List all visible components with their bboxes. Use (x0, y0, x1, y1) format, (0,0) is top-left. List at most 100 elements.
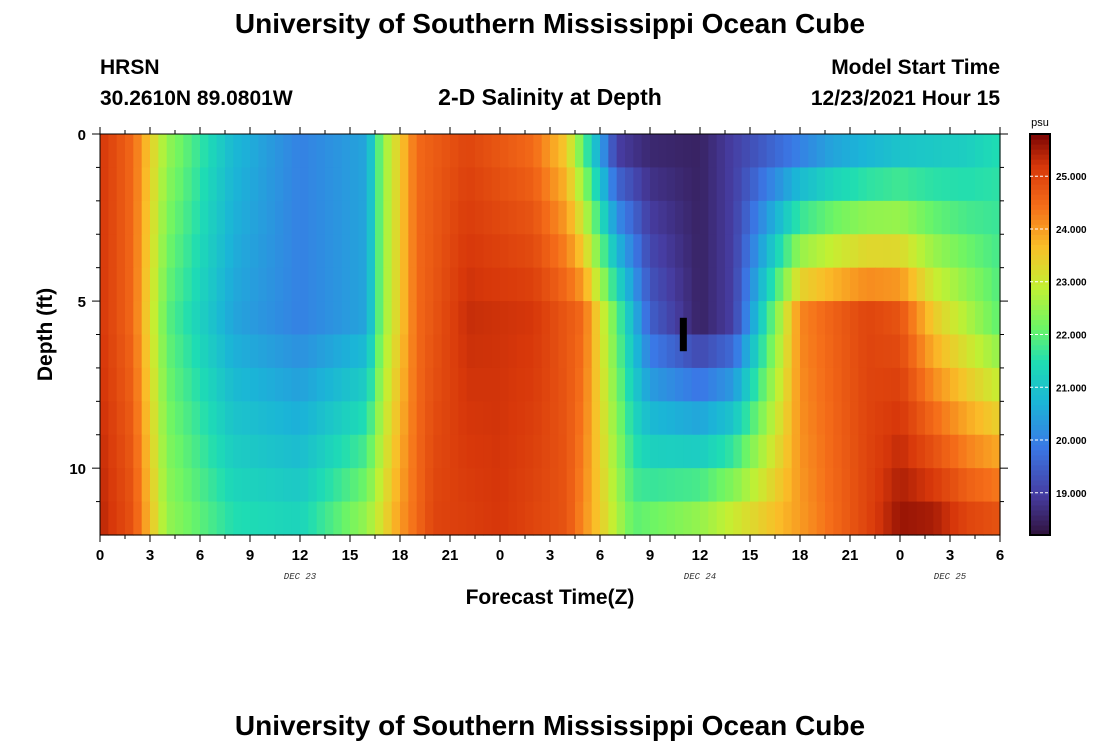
heatmap-cell (125, 134, 134, 169)
heatmap-cell (566, 301, 576, 336)
heatmap-cell (258, 334, 268, 369)
heatmap-cell (141, 167, 151, 202)
heatmap-cell (183, 167, 193, 202)
heatmap-cell (500, 401, 509, 436)
heatmap-cell (475, 334, 484, 369)
heatmap-cell (225, 468, 234, 503)
heatmap-cell (925, 134, 934, 169)
heatmap-cell (466, 234, 476, 269)
heatmap-cell (366, 334, 376, 369)
heatmap-cell (583, 267, 593, 302)
heatmap-cell (325, 234, 334, 269)
heatmap-cell (416, 501, 426, 536)
heatmap-cell (566, 200, 576, 235)
heatmap-cell (183, 301, 193, 336)
heatmap-cell (908, 134, 918, 169)
heatmap-cell (775, 267, 784, 302)
heatmap-cell (725, 167, 734, 202)
heatmap-cell (841, 334, 851, 369)
heatmap-cell (516, 367, 526, 402)
heatmap-cell (466, 301, 476, 336)
heatmap-cell (175, 200, 184, 235)
heatmap-cell (483, 267, 493, 302)
heatmap-cell (908, 434, 918, 469)
heatmap-cell (266, 367, 276, 402)
heatmap-cell (283, 468, 293, 503)
heatmap-cell (750, 468, 759, 503)
colorbar-segment (1030, 379, 1050, 386)
heatmap-cell (333, 367, 343, 402)
heatmap-cell (633, 301, 643, 336)
heatmap-cell (825, 267, 834, 302)
heatmap-cell (900, 134, 909, 169)
heatmap-cell (125, 434, 134, 469)
heatmap-cell (891, 434, 901, 469)
heatmap-cell (158, 334, 168, 369)
heatmap-cell (991, 200, 1001, 235)
heatmap-cell (533, 234, 543, 269)
heatmap-cell (191, 334, 201, 369)
heatmap-cell (658, 267, 668, 302)
heatmap-cell (958, 267, 968, 302)
heatmap-cell (583, 401, 593, 436)
heatmap-cell (175, 267, 184, 302)
heatmap-cell (150, 367, 159, 402)
heatmap-cell (891, 401, 901, 436)
colorbar-segment (1030, 369, 1050, 376)
heatmap-cell (100, 468, 109, 503)
heatmap-cell (466, 468, 476, 503)
heatmap-cell (216, 401, 226, 436)
heatmap-cell (733, 267, 743, 302)
heatmap-cell (833, 334, 843, 369)
heatmap-cell (991, 501, 1001, 536)
heatmap-cell (783, 367, 793, 402)
heatmap-cell (850, 468, 859, 503)
heatmap-cell (391, 134, 401, 169)
heatmap-cell (733, 334, 743, 369)
heatmap-cell (525, 234, 534, 269)
heatmap-cell (275, 334, 284, 369)
heatmap-cell (466, 134, 476, 169)
heatmap-cell (100, 267, 109, 302)
heatmap-cell (650, 401, 659, 436)
heatmap-cell (808, 334, 818, 369)
heatmap-cell (558, 134, 568, 169)
heatmap-cell (241, 234, 251, 269)
heatmap-cell (875, 301, 884, 336)
heatmap-cell (725, 434, 734, 469)
heatmap-cell (608, 134, 618, 169)
colorbar-segment (1030, 514, 1050, 521)
heatmap-cell (825, 334, 834, 369)
heatmap-cell (775, 434, 784, 469)
heatmap-cell (983, 401, 993, 436)
heatmap-cell (900, 167, 909, 202)
heatmap-cell (150, 301, 159, 336)
x-tick-label: 21 (842, 547, 859, 564)
heatmap-cell (258, 200, 268, 235)
heatmap-cell (766, 301, 776, 336)
heatmap-cell (583, 167, 593, 202)
heatmap-cell (116, 401, 126, 436)
x-tick-label: 6 (996, 547, 1004, 564)
heatmap-cell (325, 267, 334, 302)
colorbar-segment (1030, 149, 1050, 155)
heatmap-cell (716, 167, 726, 202)
heatmap-cell (691, 434, 701, 469)
heatmap-cell (225, 234, 234, 269)
marker-bar (679, 317, 687, 352)
heatmap-cell (958, 234, 968, 269)
heatmap-cell (841, 167, 851, 202)
heatmap-cell (100, 434, 109, 469)
heatmap-cell (783, 468, 793, 503)
heatmap-cell (558, 334, 568, 369)
heatmap-cell (766, 468, 776, 503)
heatmap-cell (958, 334, 968, 369)
x-tick-label: 3 (546, 547, 554, 564)
heatmap-cell (666, 301, 676, 336)
heatmap-cell (425, 301, 434, 336)
heatmap-cell (200, 468, 209, 503)
heatmap-cell (950, 200, 959, 235)
heatmap-cell (216, 234, 226, 269)
heatmap-cell (158, 434, 168, 469)
heatmap-cell (758, 334, 768, 369)
